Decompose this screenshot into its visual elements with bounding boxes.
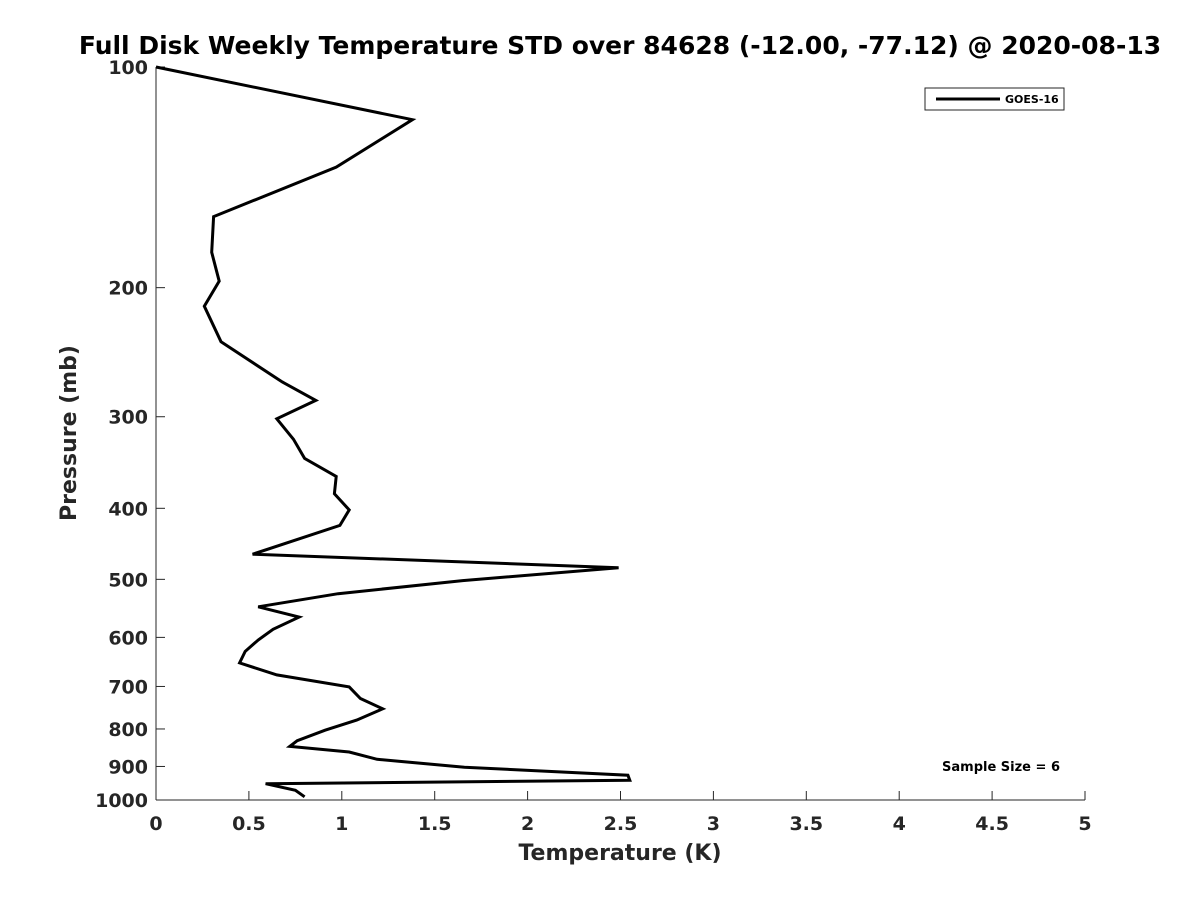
x-tick-label: 4 — [893, 813, 906, 835]
sample-size-annotation: Sample Size = 6 — [942, 760, 1060, 775]
x-tick-label: 2.5 — [604, 813, 638, 835]
x-tick-label: 1 — [335, 813, 348, 835]
series-line-goes-16 — [155, 65, 632, 799]
y-tick-label: 300 — [108, 407, 148, 429]
y-tick-label: 200 — [108, 278, 148, 300]
x-tick-label: 0 — [149, 813, 162, 835]
y-tick-label: 900 — [108, 756, 148, 778]
chart-title: Full Disk Weekly Temperature STD over 84… — [79, 31, 1161, 60]
x-tick-label: 2 — [521, 813, 534, 835]
legend: GOES-16 — [924, 87, 1065, 111]
x-axis-label: Temperature (K) — [518, 841, 721, 866]
x-tick-label: 1.5 — [418, 813, 452, 835]
series-group — [155, 65, 632, 799]
x-tick-label: 3 — [707, 813, 720, 835]
y-tick-label: 100 — [108, 57, 148, 79]
x-tick-label: 3.5 — [789, 813, 823, 835]
y-tick-label: 700 — [108, 676, 148, 698]
y-ticks: 100 200 300 400 500 600 700 800 900 1000 — [95, 57, 165, 812]
y-tick-label: 400 — [108, 498, 148, 520]
legend-entry-goes-16: GOES-16 — [1005, 93, 1059, 106]
axes — [155, 67, 1085, 801]
x-ticks: 0 0.5 1 1.5 2 2.5 3 3.5 4 4.5 5 — [149, 791, 1092, 835]
y-axis-label: Pressure (mb) — [57, 345, 82, 521]
y-tick-label: 1000 — [95, 790, 148, 812]
x-tick-label: 0.5 — [232, 813, 266, 835]
y-tick-label: 500 — [108, 569, 148, 591]
y-tick-label: 800 — [108, 719, 148, 741]
y-tick-label: 600 — [108, 627, 148, 649]
x-tick-label: 5 — [1078, 813, 1091, 835]
x-tick-label: 4.5 — [975, 813, 1009, 835]
